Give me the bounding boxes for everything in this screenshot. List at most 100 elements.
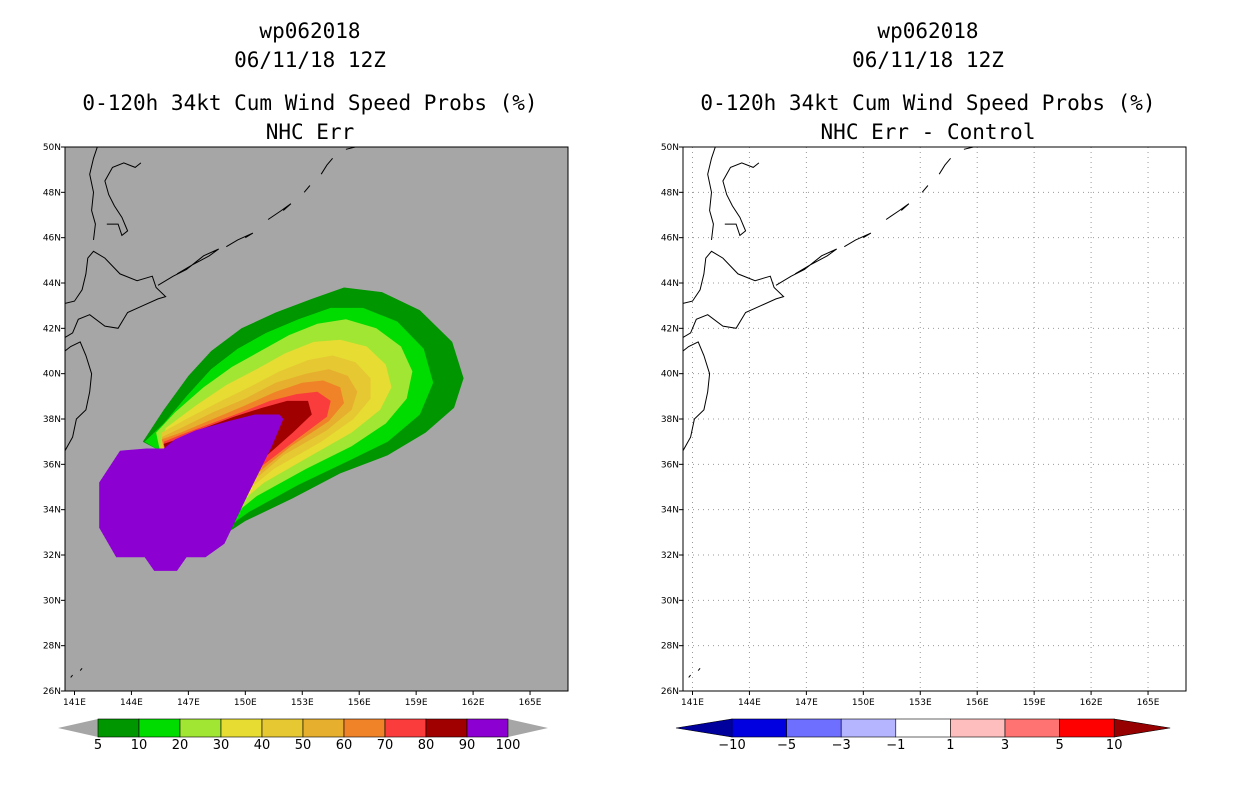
x-tick-label: 153E (909, 698, 932, 708)
x-tick-label: 159E (1023, 698, 1046, 708)
coastline (775, 248, 837, 286)
coastline (688, 674, 691, 678)
y-tick-label: 40N (661, 370, 679, 380)
x-tick-label: 165E (519, 698, 542, 708)
coastline (104, 162, 142, 237)
colorbar-label: 5 (94, 738, 102, 753)
y-tick-label: 28N (661, 642, 679, 652)
colorbar-segment (179, 718, 222, 738)
y-tick-label: 46N (661, 234, 679, 244)
x-tick-label: 159E (405, 698, 428, 708)
y-tick-label: 38N (43, 415, 61, 425)
colorbar-label: 40 (254, 738, 271, 753)
coastline (707, 147, 716, 240)
colorbar-segment (261, 718, 304, 738)
coastline (697, 667, 701, 671)
coastline (267, 203, 292, 220)
x-tick-label: 153E (291, 698, 314, 708)
coastline (722, 162, 760, 237)
y-tick-label: 44N (43, 279, 61, 289)
colorbar-segment (302, 718, 345, 738)
x-tick-label: 147E (795, 698, 818, 708)
colorbar-label: 60 (336, 738, 353, 753)
y-tick-label: 26N (43, 687, 61, 697)
colorbar-end-left (58, 719, 98, 737)
x-tick-label: 147E (177, 698, 200, 708)
coastline (157, 248, 219, 286)
y-tick-label: 42N (43, 324, 61, 334)
coastline (303, 185, 311, 193)
y-tick-label: 28N (43, 642, 61, 652)
coastline (226, 232, 254, 248)
colorbar-segment (138, 718, 181, 738)
right-map-panel: 141E 144E 147E 150E 153E 156E 159E 162E 165E 26N 2… (661, 143, 1187, 708)
left-map-panel: 141E 144E 147E 150E 153E 156E 159E 162E 165E 26N 2… (43, 143, 569, 708)
y-tick-label: 30N (43, 596, 61, 606)
x-tick-label: 162E (1080, 698, 1103, 708)
coastline (921, 185, 929, 193)
right-title-line3: 0-120h 34kt Cum Wind Speed Probs (%) (700, 91, 1155, 115)
y-tick-label: 46N (43, 234, 61, 244)
colorbar-label: 20 (172, 738, 189, 753)
colorbar-segment (840, 718, 897, 738)
y-tick-label: 50N (661, 143, 679, 153)
y-tick-label: 32N (43, 551, 61, 561)
colorbar-segment (220, 718, 263, 738)
x-tick-label: 150E (852, 698, 875, 708)
colorbar-label: 70 (377, 738, 394, 753)
y-tick-label: 36N (43, 460, 61, 470)
y-tick-label: 26N (661, 687, 679, 697)
colorbar-label: −1 (886, 738, 905, 753)
y-tick-label: 34N (661, 506, 679, 516)
colorbar-label: −3 (832, 738, 851, 753)
colorbar-segment (384, 718, 427, 738)
coastline (938, 157, 951, 175)
colorbar-end-right (508, 719, 548, 737)
y-tick-label: 44N (661, 279, 679, 289)
y-tick-label: 40N (43, 370, 61, 380)
colorbar-segment (343, 718, 386, 738)
colorbar-segment (97, 718, 140, 738)
y-tick-label: 34N (43, 506, 61, 516)
coastline (89, 147, 98, 240)
x-tick-label: 165E (1137, 698, 1160, 708)
x-tick-label: 156E (966, 698, 989, 708)
x-tick-label: 144E (120, 698, 143, 708)
y-tick-label: 48N (661, 188, 679, 198)
colorbar-segment (425, 718, 468, 738)
colorbar-segment (895, 718, 951, 738)
colorbar-segment (731, 718, 787, 738)
colorbar-segment (1004, 718, 1060, 738)
right-title-block: wp062018 06/11/18 12Z 0-120h 34kt Cum Wi… (700, 19, 1155, 144)
colorbar-label: 10 (131, 738, 148, 753)
x-tick-label: 141E (681, 698, 704, 708)
colorbar-label: 5 (1055, 738, 1063, 753)
right-plot-background (683, 147, 1186, 691)
coastline (70, 674, 73, 678)
prob-region-90 (99, 414, 284, 571)
colorbar-segment (786, 718, 842, 738)
left-title-line4: NHC Err (266, 120, 355, 144)
coastline (683, 250, 785, 338)
colorbar-label: 30 (213, 738, 230, 753)
y-tick-label: 42N (661, 324, 679, 334)
coastline (79, 667, 83, 671)
colorbar-label: 3 (1001, 738, 1009, 753)
coastline (320, 157, 333, 175)
right-colorbar: −10 −5 −3 −1 1 3 5 10 (675, 718, 1171, 753)
colorbar-label: −10 (718, 738, 745, 753)
right-title-line4: NHC Err - Control (821, 120, 1036, 144)
colorbar-label: 10 (1106, 738, 1123, 753)
y-tick-label: 38N (661, 415, 679, 425)
coastline (844, 232, 872, 248)
colorbar-segment (1059, 718, 1115, 738)
right-plot-area (683, 147, 1186, 691)
colorbar-label: 50 (295, 738, 312, 753)
left-title-block: wp062018 06/11/18 12Z 0-120h 34kt Cum Wi… (82, 19, 537, 144)
x-tick-label: 150E (234, 698, 257, 708)
colorbar-label: −5 (777, 738, 796, 753)
colorbar-label: 90 (459, 738, 476, 753)
coastline (65, 250, 167, 338)
left-title-line1: wp062018 (259, 19, 360, 43)
